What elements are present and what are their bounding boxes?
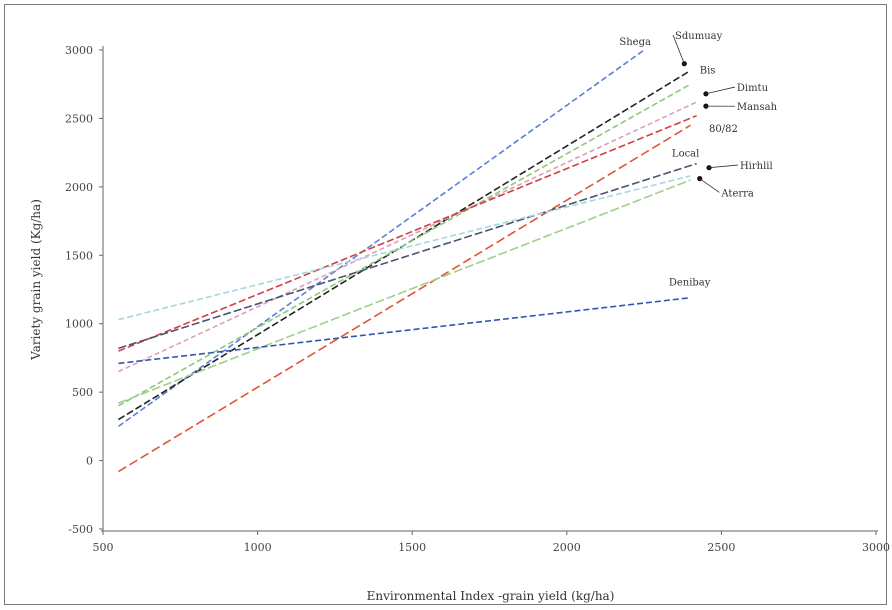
series-label: Shega	[619, 37, 651, 48]
y-tick-label: 3000	[65, 44, 93, 57]
series-label: Aterra	[720, 188, 754, 199]
series-label: Dimtu	[737, 83, 769, 94]
series-label: 80/82	[709, 124, 738, 135]
y-tick-label: 1000	[65, 318, 93, 331]
series-label: Local	[672, 149, 699, 160]
x-tick-label: 1000	[244, 541, 272, 554]
y-axis-title: Variety grain yield (Kg/ha)	[29, 199, 43, 361]
label-leader	[672, 34, 685, 64]
series-label: Bis	[700, 65, 716, 76]
x-tick-label: 3000	[862, 541, 890, 554]
label-leader	[699, 178, 720, 193]
series-line	[118, 114, 697, 352]
label-leader	[708, 164, 738, 169]
series-label: Sdumuay	[675, 31, 723, 42]
series-line	[118, 83, 691, 407]
y-tick-label: 0	[86, 455, 93, 468]
series-line	[118, 162, 697, 350]
series-line	[118, 101, 698, 373]
label-leader	[705, 86, 735, 95]
series-lines	[117, 49, 698, 473]
y-tick-label: 500	[72, 386, 93, 399]
series-line	[118, 179, 691, 404]
x-tick-label: 500	[93, 541, 114, 554]
axes: -500 0 500 1000 1500 2000 2500 3000 500 1000 1500 2…	[65, 44, 890, 554]
series-label: Hirhlil	[740, 161, 773, 172]
chart-frame	[4, 4, 887, 605]
series-label: Mansah	[737, 102, 778, 113]
y-tick-label: 1500	[65, 249, 93, 262]
x-axis-title: Environmental Index -grain yield (kg/ha)	[367, 589, 615, 603]
y-tick-label: -500	[68, 523, 93, 536]
series-label: Denibay	[669, 277, 711, 288]
x-tick-label: 1500	[398, 541, 426, 554]
y-tick-label: 2500	[65, 112, 93, 125]
y-tick-label: 2000	[65, 181, 93, 194]
series-line	[117, 49, 645, 428]
series-line	[118, 296, 691, 365]
x-tick-label: 2000	[553, 541, 581, 554]
series-labels: Shega Sdumuay Bis Dimtu Mansah 80/82 Local Hirh…	[619, 31, 777, 288]
x-tick-label: 2500	[707, 541, 735, 554]
series-line	[118, 124, 691, 473]
series-line	[118, 175, 691, 321]
